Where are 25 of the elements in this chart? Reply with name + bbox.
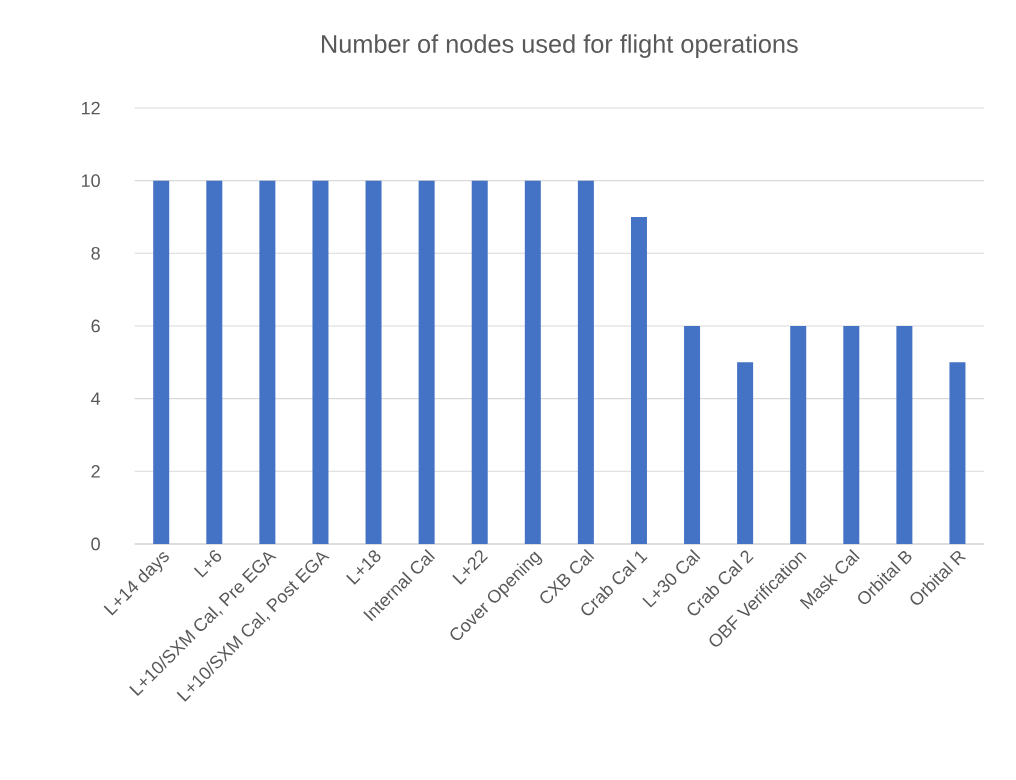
y-tick-label: 6 [91,319,100,333]
y-tick-label: 12 [81,101,100,115]
bar [949,362,966,544]
y-tick-label: 8 [91,246,100,260]
bar [843,325,860,544]
y-tick-label: 10 [81,174,100,188]
x-tick-label: L+6 [193,550,222,578]
y-tick-label: 4 [91,392,101,405]
bar [206,180,223,544]
bar [471,180,488,544]
bar [577,180,594,544]
bar [684,325,701,544]
bar [153,180,170,544]
bar [259,180,276,544]
chart-title: Number of nodes used for flight operations [322,34,798,58]
bar [896,325,913,544]
bar [524,180,541,544]
bar [418,180,435,544]
bar [312,180,329,544]
y-tick-label: 2 [91,465,100,478]
bar [630,216,647,544]
bar [790,325,807,544]
bar [737,362,754,544]
bar [365,180,382,544]
y-tick-label: 0 [91,537,100,551]
